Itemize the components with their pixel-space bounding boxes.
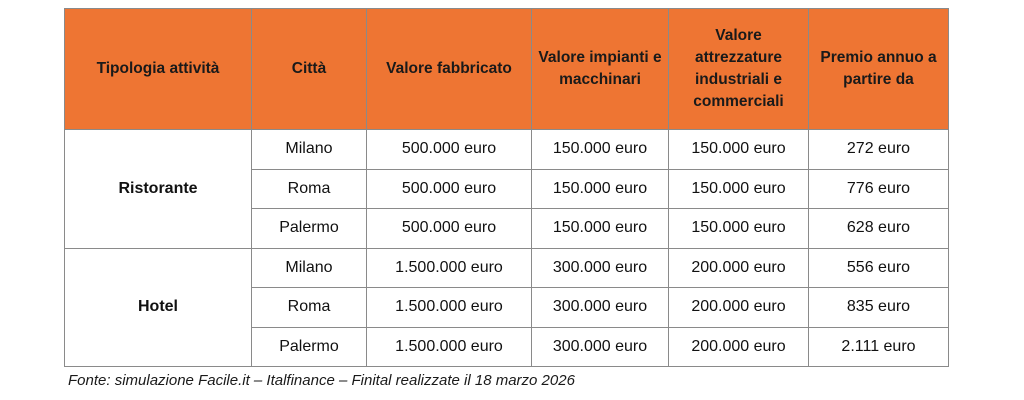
cell-premio: 556 euro xyxy=(808,247,949,288)
cell-fabbricato: 1.500.000 euro xyxy=(366,326,532,367)
cell-fabbricato: 1.500.000 euro xyxy=(366,247,532,288)
cell-premio: 835 euro xyxy=(808,287,949,328)
cell-premio: 776 euro xyxy=(808,168,949,209)
cell-premio: 2.111 euro xyxy=(808,326,949,367)
cell-fabbricato: 500.000 euro xyxy=(366,168,532,209)
table-row: Hotel Milano 1.500.000 euro 300.000 euro… xyxy=(64,247,949,367)
cell-city: Milano xyxy=(251,129,367,170)
cell-city: Roma xyxy=(251,168,367,209)
table-header: Tipologia attività Città Valore fabbrica… xyxy=(64,8,949,130)
source-note: Fonte: simulazione Facile.it – Italfinan… xyxy=(68,372,575,389)
header-valore-attrezzature: Valore attrezzature industriali e commer… xyxy=(668,8,809,130)
cell-attrezzature: 200.000 euro xyxy=(668,247,809,288)
group-label-hotel: Hotel xyxy=(64,247,252,367)
cell-premio: 628 euro xyxy=(808,208,949,249)
header-valore-impianti: Valore impianti e macchinari xyxy=(531,8,669,130)
cell-impianti: 300.000 euro xyxy=(531,326,669,367)
cell-fabbricato: 500.000 euro xyxy=(366,208,532,249)
cell-fabbricato: 500.000 euro xyxy=(366,129,532,170)
cell-attrezzature: 200.000 euro xyxy=(668,287,809,328)
cell-city: Palermo xyxy=(251,326,367,367)
header-tipologia: Tipologia attività xyxy=(64,8,252,130)
header-premio-annuo: Premio annuo a partire da xyxy=(808,8,949,130)
table-row: Roma 500.000 euro 150.000 euro 150.000 e… xyxy=(65,168,949,209)
cell-premio: 272 euro xyxy=(808,129,949,170)
table-row: Palermo 1.500.000 euro 300.000 euro 200.… xyxy=(65,326,949,367)
cell-impianti: 300.000 euro xyxy=(531,287,669,328)
cell-impianti: 150.000 euro xyxy=(531,168,669,209)
cell-impianti: 150.000 euro xyxy=(531,129,669,170)
cell-city: Palermo xyxy=(251,208,367,249)
header-row: Tipologia attività Città Valore fabbrica… xyxy=(64,8,949,130)
cell-attrezzature: 200.000 euro xyxy=(668,326,809,367)
cell-impianti: 300.000 euro xyxy=(531,247,669,288)
cell-fabbricato: 1.500.000 euro xyxy=(366,287,532,328)
cell-city: Roma xyxy=(251,287,367,328)
cell-city: Milano xyxy=(251,247,367,288)
cell-attrezzature: 150.000 euro xyxy=(668,129,809,170)
table-row: Palermo 500.000 euro 150.000 euro 150.00… xyxy=(65,208,949,249)
table-row: Roma 1.500.000 euro 300.000 euro 200.000… xyxy=(65,287,949,328)
table-body: Ristorante Milano 500.000 euro 150.000 e… xyxy=(64,129,949,367)
cell-impianti: 150.000 euro xyxy=(531,208,669,249)
cell-attrezzature: 150.000 euro xyxy=(668,208,809,249)
table-row: Ristorante Milano 500.000 euro 150.000 e… xyxy=(64,129,949,249)
header-citta: Città xyxy=(251,8,367,130)
group-label-ristorante: Ristorante xyxy=(64,129,252,249)
header-valore-fabbricato: Valore fabbricato xyxy=(366,8,532,130)
insurance-price-table: Tipologia attività Città Valore fabbrica… xyxy=(64,8,949,367)
cell-attrezzature: 150.000 euro xyxy=(668,168,809,209)
